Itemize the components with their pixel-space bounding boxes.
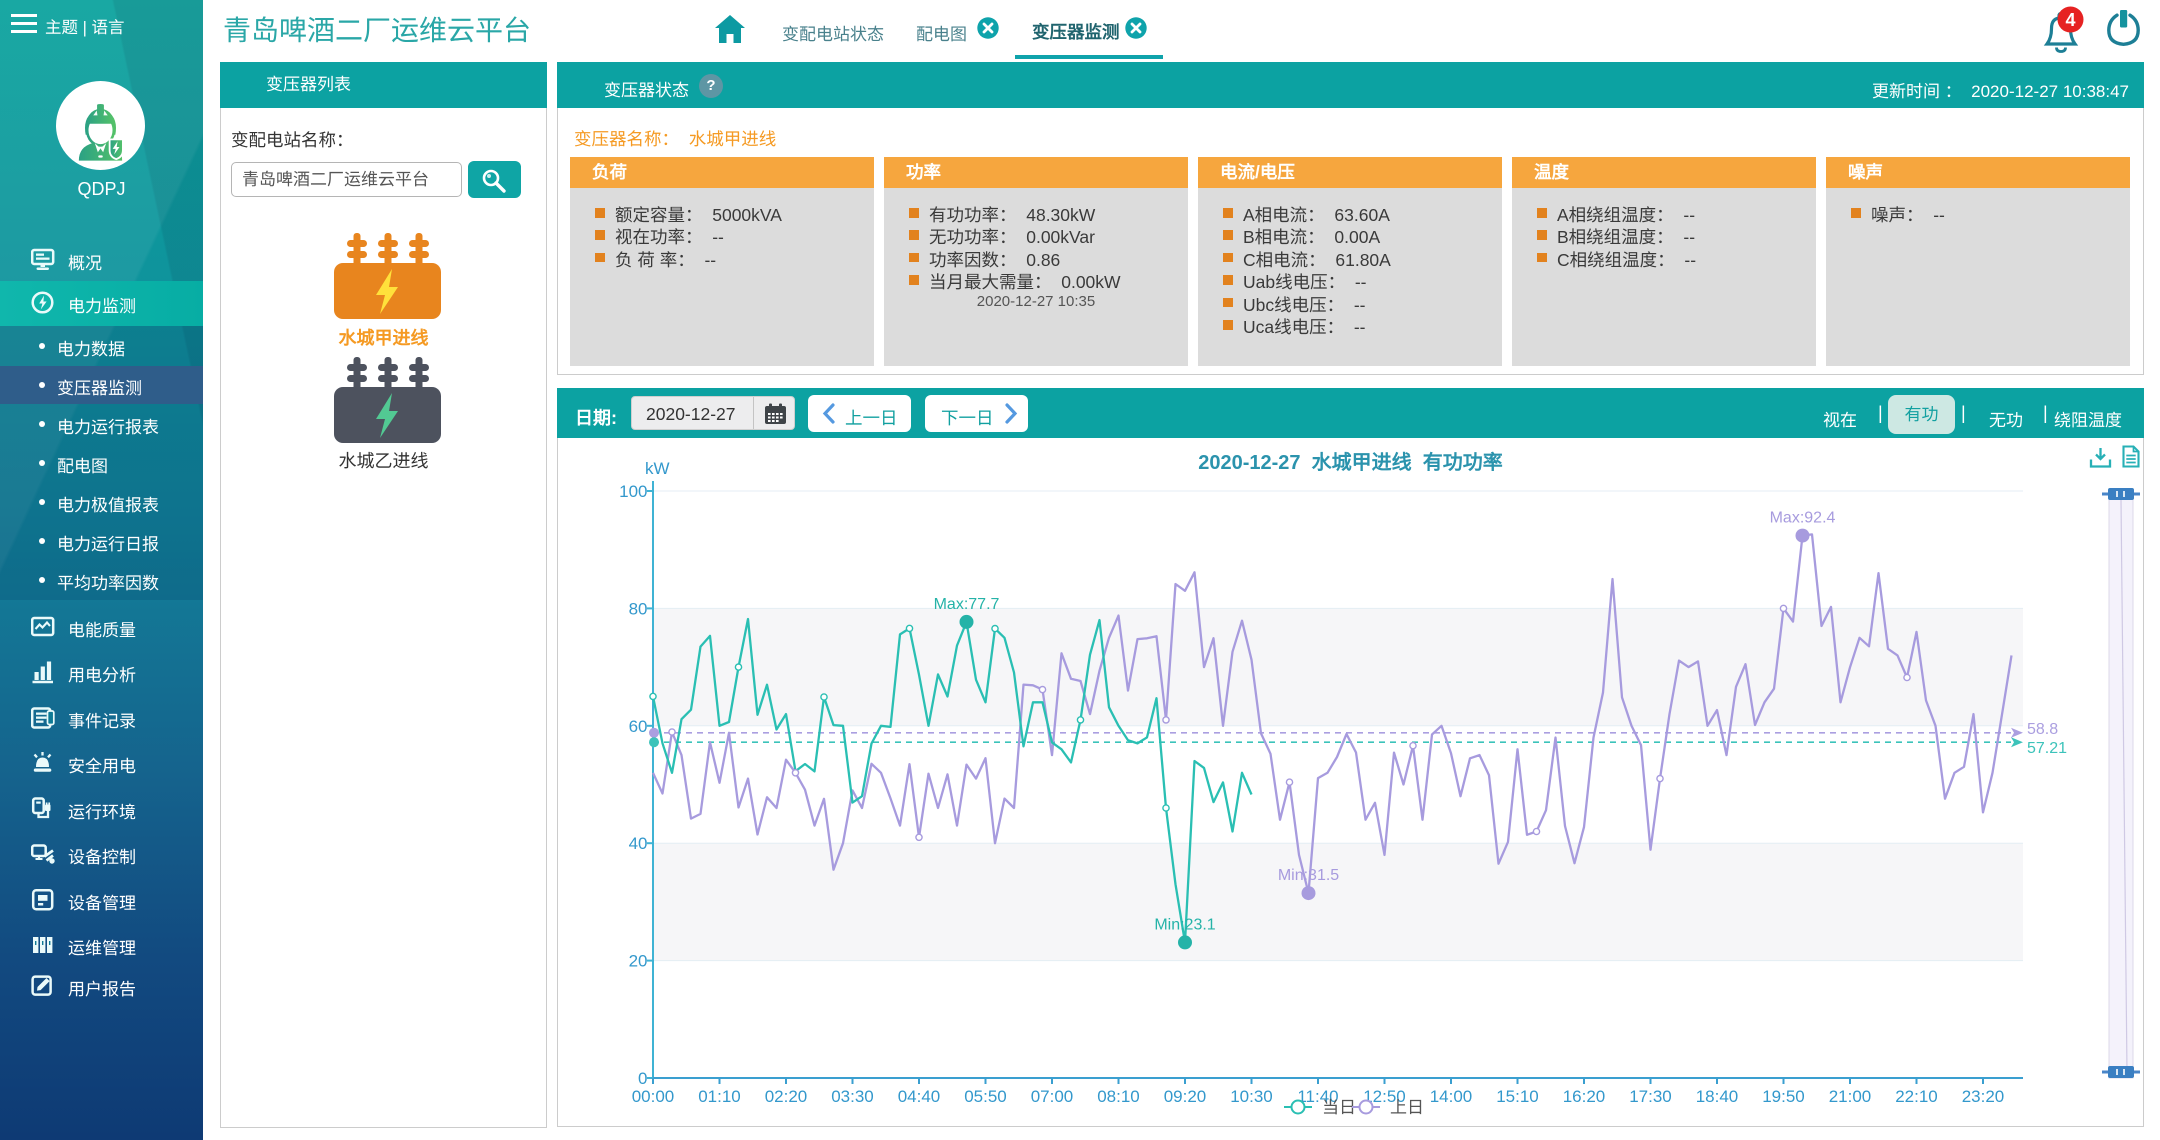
svg-text:00:00: 00:00 <box>632 1087 675 1106</box>
svg-text:57.21: 57.21 <box>2027 740 2067 757</box>
svg-text:18:40: 18:40 <box>1696 1087 1739 1106</box>
svg-text:09:20: 09:20 <box>1164 1087 1207 1106</box>
svg-text:01:10: 01:10 <box>698 1087 741 1106</box>
svg-text:03:30: 03:30 <box>831 1087 874 1106</box>
svg-text:04:40: 04:40 <box>898 1087 941 1106</box>
svg-text:22:10: 22:10 <box>1895 1087 1938 1106</box>
svg-text:07:00: 07:00 <box>1031 1087 1074 1106</box>
svg-text:当日: 当日 <box>1322 1098 1356 1117</box>
svg-text:10:30: 10:30 <box>1230 1087 1273 1106</box>
svg-text:Min:31.5: Min:31.5 <box>1278 867 1339 884</box>
svg-text:40: 40 <box>629 834 648 853</box>
svg-text:08:10: 08:10 <box>1097 1087 1140 1106</box>
svg-text:11:40: 11:40 <box>1297 1087 1338 1106</box>
svg-text:05:50: 05:50 <box>964 1087 1007 1106</box>
svg-text:20: 20 <box>629 952 648 971</box>
svg-text:4: 4 <box>2065 10 2075 30</box>
svg-text:Max:77.7: Max:77.7 <box>934 596 1000 613</box>
svg-text:100: 100 <box>619 482 647 501</box>
svg-text:Max:92.4: Max:92.4 <box>1770 510 1836 527</box>
svg-text:12:50: 12:50 <box>1363 1087 1406 1106</box>
svg-text:23:20: 23:20 <box>1962 1087 2005 1106</box>
svg-text:上日: 上日 <box>1390 1098 1424 1117</box>
svg-text:Min:23.1: Min:23.1 <box>1154 916 1215 933</box>
svg-text:17:30: 17:30 <box>1629 1087 1672 1106</box>
svg-text:16:20: 16:20 <box>1563 1087 1606 1106</box>
svg-text:0: 0 <box>638 1069 647 1088</box>
svg-text:60: 60 <box>629 717 648 736</box>
svg-text:80: 80 <box>629 599 648 618</box>
svg-text:21:00: 21:00 <box>1829 1087 1872 1106</box>
svg-text:19:50: 19:50 <box>1762 1087 1805 1106</box>
svg-text:15:10: 15:10 <box>1496 1087 1539 1106</box>
svg-text:02:20: 02:20 <box>765 1087 808 1106</box>
svg-text:14:00: 14:00 <box>1430 1087 1473 1106</box>
svg-text:58.8: 58.8 <box>2027 721 2058 738</box>
